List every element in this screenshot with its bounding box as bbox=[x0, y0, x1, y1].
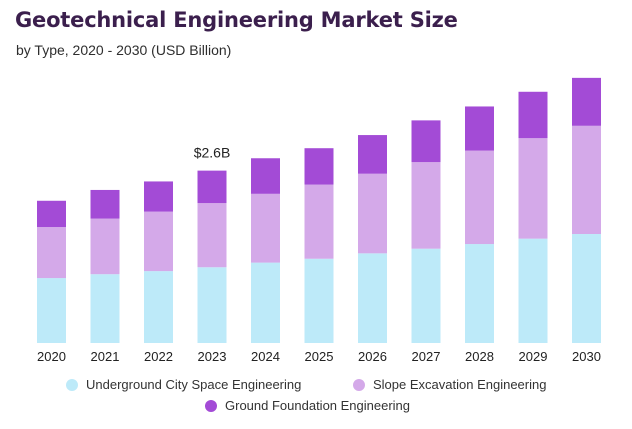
bar-segment-underground-2024 bbox=[251, 262, 280, 343]
x-tick-label-2022: 2022 bbox=[144, 349, 173, 364]
bar-segment-underground-2020 bbox=[37, 278, 66, 343]
x-tick-label-2024: 2024 bbox=[251, 349, 280, 364]
bar-segment-underground-2021 bbox=[90, 274, 120, 343]
bar-segment-slope-2028 bbox=[465, 150, 494, 245]
x-tick-label-2023: 2023 bbox=[198, 349, 227, 364]
chart-subtitle: by Type, 2020 - 2030 (USD Billion) bbox=[16, 42, 232, 58]
bar-segment-slope-2023 bbox=[197, 203, 227, 268]
bar-segment-slope-2022 bbox=[144, 211, 173, 272]
legend-item-slope: Slope Excavation Engineering bbox=[353, 377, 546, 392]
bar-segment-underground-2026 bbox=[358, 253, 387, 343]
x-tick-label-2026: 2026 bbox=[358, 349, 387, 364]
x-tick-label-2020: 2020 bbox=[37, 349, 66, 364]
bar-segment-ground-2024 bbox=[251, 158, 280, 194]
legend-swatch-slope bbox=[353, 378, 365, 391]
bar-segment-slope-2025 bbox=[304, 184, 334, 259]
bar-segment-ground-2025 bbox=[304, 148, 334, 185]
bar-segment-ground-2027 bbox=[411, 120, 441, 163]
x-tick-label-2029: 2029 bbox=[519, 349, 548, 364]
x-tick-label-2030: 2030 bbox=[572, 349, 601, 364]
x-tick-label-2021: 2021 bbox=[91, 349, 120, 364]
bar-segment-ground-2030 bbox=[572, 77, 601, 126]
bar-segment-slope-2029 bbox=[518, 138, 548, 239]
bar-segment-ground-2021 bbox=[90, 189, 120, 219]
legend-label-underground: Underground City Space Engineering bbox=[86, 377, 302, 392]
bar-segment-slope-2020 bbox=[37, 227, 66, 279]
bar-segment-underground-2029 bbox=[518, 238, 548, 343]
data-label-2023: $2.6B bbox=[194, 145, 231, 161]
bar-segment-slope-2024 bbox=[251, 193, 280, 263]
bar-segment-underground-2023 bbox=[197, 267, 227, 343]
bar-segment-slope-2021 bbox=[90, 218, 120, 275]
bar-segment-underground-2025 bbox=[304, 258, 334, 343]
legend-swatch-underground bbox=[66, 378, 78, 391]
x-tick-label-2027: 2027 bbox=[412, 349, 441, 364]
bar-segment-ground-2028 bbox=[465, 106, 494, 151]
legend-item-ground: Ground Foundation Engineering bbox=[205, 398, 410, 413]
bar-segment-slope-2027 bbox=[411, 162, 441, 249]
legend-swatch-ground bbox=[205, 399, 217, 412]
legend-label-ground: Ground Foundation Engineering bbox=[225, 398, 411, 413]
bar-segment-ground-2020 bbox=[37, 200, 66, 228]
bar-segment-underground-2030 bbox=[572, 234, 601, 343]
bar-segment-ground-2026 bbox=[358, 135, 387, 174]
bar-segment-underground-2027 bbox=[411, 248, 441, 343]
bar-segment-slope-2030 bbox=[572, 125, 601, 235]
bar-segment-slope-2026 bbox=[358, 173, 387, 254]
bar-segment-ground-2029 bbox=[518, 91, 548, 139]
x-tick-label-2028: 2028 bbox=[465, 349, 494, 364]
legend-label-slope: Slope Excavation Engineering bbox=[373, 377, 547, 392]
legend-item-underground: Underground City Space Engineering bbox=[66, 377, 301, 392]
bar-segment-underground-2028 bbox=[465, 244, 494, 343]
bar-segment-ground-2022 bbox=[144, 181, 173, 212]
bar-segment-ground-2023 bbox=[197, 170, 227, 204]
chart-title: Geotechnical Engineering Market Size bbox=[15, 8, 458, 32]
bar-segment-underground-2022 bbox=[144, 271, 173, 343]
x-tick-label-2025: 2025 bbox=[305, 349, 334, 364]
